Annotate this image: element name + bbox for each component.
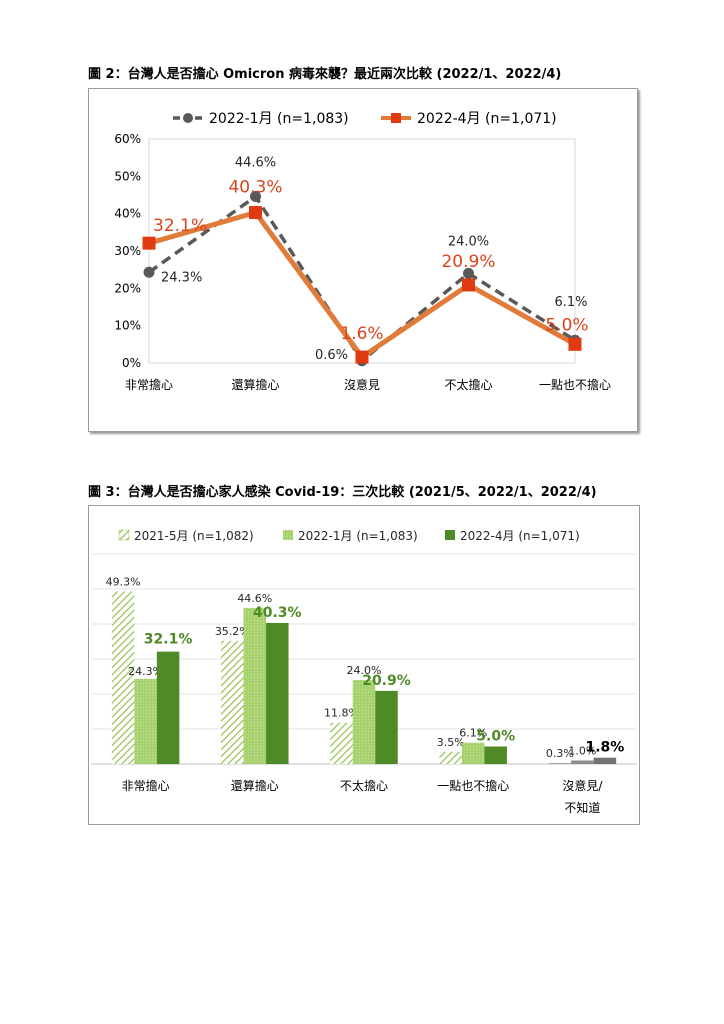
legend-label: 2022-1月 (n=1,083) [298, 529, 418, 543]
series-2022-4-point [142, 236, 156, 250]
y-tick-label: 40% [114, 207, 141, 221]
series-2022-4-point [355, 350, 369, 364]
series-2022-1-point [143, 266, 155, 278]
series-2022-4-data-label: 1.6% [340, 324, 383, 344]
series-2022-1-data-label: 44.6% [235, 155, 276, 170]
series-2022-4-data-label: 40.3% [228, 178, 282, 198]
bar-data-label: 6.1% [459, 727, 487, 740]
x-category-label: 沒意見/ [562, 778, 603, 793]
bar-2 [571, 760, 594, 764]
y-tick-label: 30% [114, 244, 141, 258]
bar-data-label: 0.3% [546, 747, 574, 760]
bar-2 [461, 742, 485, 764]
figure-2-chart-frame: 0% 10% 20% 30% 40% 50% 60% 非常擔心 還算擔心 沒意見 不太擔心 一點也不擔… [88, 88, 638, 432]
bar-1 [111, 591, 135, 764]
y-tick-label: 10% [114, 319, 141, 333]
series-2022-1-point [250, 190, 261, 202]
bar-data-label: 44.6% [237, 592, 272, 605]
bar-2 [243, 607, 267, 764]
series-2022-4-point [462, 278, 475, 292]
y-tick-label: 50% [114, 169, 141, 183]
series-2022-1-point [463, 267, 474, 279]
x-tick-label: 非常擔心 [125, 378, 173, 392]
bar-1 [439, 751, 462, 764]
legend-2022-4-marker [391, 113, 401, 123]
bar-3 [484, 746, 507, 764]
bar-2 [352, 680, 376, 764]
bar-1 [330, 722, 353, 764]
bar-data-label: 1.8% [585, 740, 624, 756]
series-2022-4-point [249, 206, 262, 220]
bar-data-label: 49.3% [106, 575, 141, 588]
x-tick-label: 一點也不擔心 [539, 378, 611, 392]
bar-data-label: 1.0% [568, 745, 596, 758]
bar-data-label: 35.2% [215, 625, 250, 638]
legend-swatch [118, 529, 130, 541]
series-2022-1-data-label: 0.6% [315, 348, 348, 363]
legend-swatch [445, 530, 455, 540]
bar-data-label: 20.9% [362, 673, 411, 689]
x-category-label: 不知道 [564, 801, 600, 815]
bar-data-label: 24.0% [347, 664, 382, 677]
series-2022-4-data-label: 32.1% [153, 216, 207, 236]
series-2022-1-data-label: 24.0% [448, 234, 489, 249]
y-tick-label: 60% [114, 132, 141, 146]
bar-3 [375, 690, 398, 764]
bar-1 [548, 762, 572, 764]
bar-data-label: 3.5% [437, 736, 465, 749]
figure-3-bar-chart: 49.3% 24.3% 32.1% 非常擔心 35.2% 44.6%40.3% 還算擔心 11… [91, 529, 637, 815]
series-2022-4-data-label: 20.9% [441, 252, 495, 272]
x-tick-label: 沒意見 [344, 377, 380, 392]
bar-data-label: 40.3% [253, 605, 302, 621]
bar-data-label: 32.1% [144, 632, 193, 648]
legend-2022-1-marker [183, 113, 193, 123]
figure-3-chart-frame: 49.3% 24.3% 32.1% 非常擔心 35.2% 44.6% 40.3% 還算擔心 11… [88, 505, 640, 825]
legend-label: 2021-5月 (n=1,082) [134, 529, 254, 543]
legend-label: 2022-4月 (n=1,071) [460, 529, 580, 543]
bar-3 [266, 622, 289, 764]
y-tick-label: 20% [114, 281, 141, 295]
series-2022-1-data-label: 6.1% [554, 295, 587, 310]
x-tick-label: 還算擔心 [231, 377, 279, 392]
x-category-label: 還算擔心 [231, 778, 279, 793]
bar-1 [221, 640, 244, 764]
x-category-label: 一點也不擔心 [437, 779, 509, 793]
legend-swatch [283, 530, 293, 540]
series-2022-4-data-label: 5.0% [545, 315, 588, 335]
series-2022-4-point [568, 337, 582, 351]
bar-data-label: 24.3% [128, 665, 163, 678]
series-2022-1-data-label: 24.3% [161, 270, 202, 285]
x-tick-label: 不太擔心 [444, 377, 492, 392]
legend-2022-4-label: 2022-4月 (n=1,071) [417, 111, 557, 127]
bar-data-label: 11.8% [324, 707, 359, 720]
bar-2 [134, 678, 157, 764]
bar-3 [156, 651, 180, 764]
x-category-label: 不太擔心 [340, 778, 388, 793]
figure-2-line-chart: 0% 10% 20% 30% 40% 50% 60% 非常擔心 還算擔心 沒意見 不太擔心 一點也不擔… [114, 111, 611, 392]
bar-data-label: 5.0% [476, 729, 515, 745]
bar-3 [593, 757, 617, 764]
legend-2022-1-label: 2022-1月 (n=1,083) [209, 111, 349, 127]
figure-2-title: 圖 2：台灣人是否擔心 Omicron 病毒來襲？最近兩次比較 (2022/1、… [88, 67, 562, 82]
y-tick-label: 0% [122, 356, 141, 370]
figure-3-title: 圖 3：台灣人是否擔心家人感染 Covid-19：三次比較 (2021/5、20… [88, 485, 597, 500]
x-category-label: 非常擔心 [122, 779, 170, 793]
